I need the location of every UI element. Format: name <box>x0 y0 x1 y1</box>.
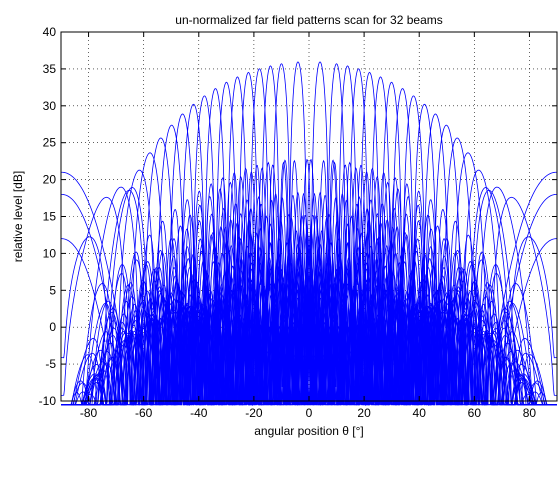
y-axis-label: relative level [dB] <box>11 171 25 262</box>
x-tick-label: 80 <box>523 406 537 420</box>
y-tick-label: 40 <box>43 25 57 39</box>
y-tick-label: 10 <box>43 246 57 260</box>
grating-lobe-curve <box>60 238 106 343</box>
chart-title: un-normalized far field patterns scan fo… <box>175 13 442 27</box>
beam-curve <box>61 187 557 406</box>
grating-lobe-curve <box>60 193 114 343</box>
x-tick-label: -20 <box>245 406 263 420</box>
x-axis-label: angular position θ [°] <box>254 424 364 438</box>
x-tick-label: -80 <box>80 406 98 420</box>
y-ticks: -10 -5 0 5 10 15 20 25 30 35 40 <box>39 25 557 408</box>
beam-curve <box>61 169 557 406</box>
x-tick-label: 40 <box>413 406 427 420</box>
y-tick-label: 20 <box>43 173 57 187</box>
x-tick-label: 20 <box>357 406 371 420</box>
y-tick-label: -5 <box>45 357 56 371</box>
y-tick-label: 5 <box>49 283 56 297</box>
x-tick-label: -60 <box>135 406 153 420</box>
x-ticks: -80 -60 -40 -20 0 20 40 60 80 <box>80 32 537 420</box>
y-tick-label: 35 <box>43 62 57 76</box>
grating-lobe-curve <box>504 193 558 343</box>
grating-lobe-curve <box>512 238 558 343</box>
x-tick-label: -40 <box>190 406 208 420</box>
x-tick-label: 0 <box>306 406 313 420</box>
x-tick-label: 60 <box>468 406 482 420</box>
grating-lobe-curve <box>60 171 123 343</box>
y-tick-label: 0 <box>49 320 56 334</box>
y-tick-label: 30 <box>43 99 57 113</box>
beam-curve <box>61 68 557 406</box>
y-tick-label: -10 <box>39 394 57 408</box>
grating-lobe-curve <box>495 171 558 343</box>
y-tick-label: 15 <box>43 210 57 224</box>
y-tick-label: 25 <box>43 136 57 150</box>
beam-curves <box>60 61 558 407</box>
